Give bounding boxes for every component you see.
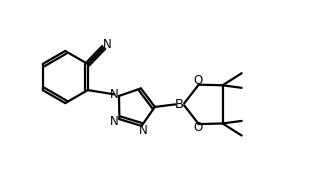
Text: N: N (110, 115, 119, 128)
Text: B: B (175, 98, 184, 111)
Text: O: O (193, 121, 203, 134)
Text: N: N (139, 124, 148, 137)
Text: N: N (110, 88, 119, 101)
Text: O: O (193, 74, 203, 87)
Text: N: N (102, 38, 111, 51)
